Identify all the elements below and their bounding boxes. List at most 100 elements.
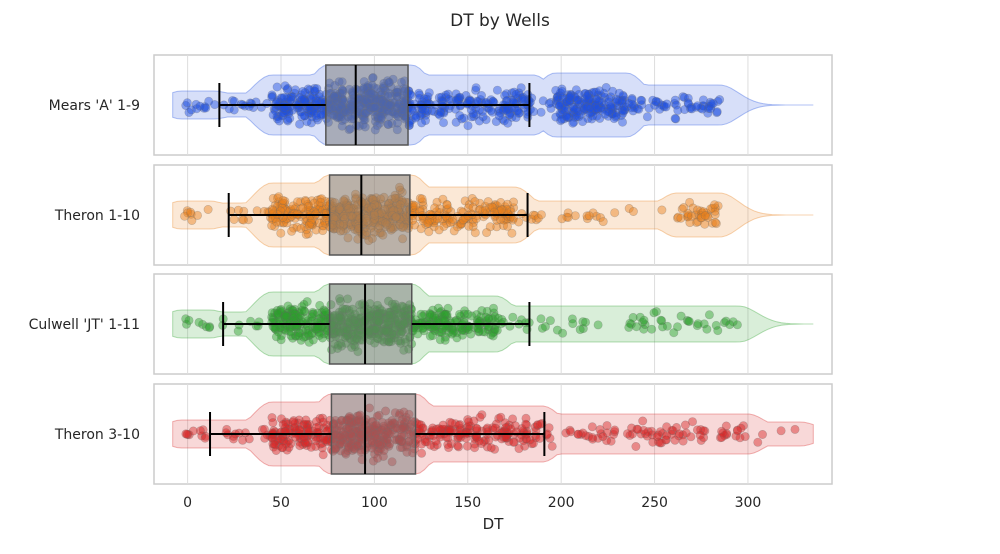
- iqr-box: [328, 174, 411, 256]
- data-point: [297, 302, 307, 312]
- data-point: [560, 101, 570, 111]
- data-point: [651, 97, 661, 107]
- data-point: [697, 104, 707, 114]
- data-point: [657, 316, 667, 326]
- data-point: [443, 204, 453, 214]
- data-point: [268, 110, 278, 120]
- data-point: [191, 99, 201, 109]
- data-point: [418, 197, 428, 207]
- data-point: [303, 423, 313, 433]
- data-point: [286, 95, 296, 105]
- data-point: [183, 429, 193, 439]
- data-point: [677, 204, 687, 214]
- data-point: [587, 114, 597, 124]
- data-point: [461, 91, 471, 101]
- data-point: [619, 102, 629, 112]
- data-point: [283, 115, 293, 125]
- data-point: [309, 86, 319, 96]
- data-point: [530, 211, 540, 221]
- data-point: [436, 327, 446, 337]
- data-point: [410, 110, 420, 120]
- data-point: [267, 90, 277, 100]
- data-point: [300, 195, 310, 205]
- data-point: [425, 310, 435, 320]
- data-point: [700, 211, 710, 221]
- data-point: [492, 222, 502, 232]
- data-point: [596, 91, 606, 101]
- data-point: [595, 113, 605, 123]
- data-point: [502, 205, 512, 215]
- data-point: [618, 92, 628, 102]
- data-point: [315, 194, 325, 204]
- data-point: [488, 328, 498, 338]
- data-point: [568, 102, 578, 112]
- data-point: [299, 299, 309, 309]
- data-point: [713, 201, 723, 211]
- data-point: [311, 416, 321, 426]
- data-point: [281, 205, 291, 215]
- data-point: [579, 97, 589, 107]
- data-point: [624, 322, 634, 332]
- data-point: [296, 335, 306, 345]
- data-point: [297, 305, 307, 315]
- data-point: [581, 105, 591, 115]
- data-point: [578, 428, 588, 438]
- data-point: [424, 215, 434, 225]
- data-point: [587, 98, 597, 108]
- data-point: [517, 93, 527, 103]
- data-point: [421, 110, 431, 120]
- data-point: [617, 105, 627, 115]
- data-point: [626, 103, 636, 113]
- data-point: [719, 318, 729, 328]
- data-point: [276, 93, 286, 103]
- data-point: [671, 100, 681, 110]
- data-point: [492, 85, 502, 95]
- data-point: [528, 210, 538, 220]
- data-point: [603, 111, 613, 121]
- data-point: [578, 106, 588, 116]
- data-point: [300, 306, 310, 316]
- data-point: [447, 325, 457, 335]
- data-point: [315, 413, 325, 423]
- data-point: [486, 106, 496, 116]
- data-point: [425, 309, 435, 319]
- data-point: [536, 314, 546, 324]
- data-point: [301, 197, 311, 207]
- data-point: [568, 319, 578, 329]
- data-point: [683, 210, 693, 220]
- data-point: [516, 83, 526, 93]
- data-point: [650, 100, 660, 110]
- data-point: [618, 108, 628, 118]
- data-point: [418, 216, 428, 226]
- data-point: [435, 107, 445, 117]
- data-point: [294, 307, 304, 317]
- data-point: [574, 112, 584, 122]
- data-point: [635, 312, 645, 322]
- data-point: [578, 324, 588, 334]
- data-point: [674, 429, 684, 439]
- data-point: [314, 89, 324, 99]
- data-point: [308, 91, 318, 101]
- data-point: [680, 420, 690, 430]
- data-point: [283, 301, 293, 311]
- data-point: [315, 300, 325, 310]
- data-point: [507, 112, 517, 122]
- data-point: [599, 88, 609, 98]
- data-point: [269, 439, 279, 449]
- data-point: [498, 114, 508, 124]
- data-point: [295, 328, 305, 338]
- data-point: [284, 436, 294, 446]
- data-point: [501, 431, 511, 441]
- data-point: [311, 108, 321, 118]
- data-point: [682, 315, 692, 325]
- x-tick-label: 100: [361, 495, 388, 511]
- data-point: [443, 89, 453, 99]
- data-point: [683, 93, 693, 103]
- data-point: [584, 93, 594, 103]
- data-point: [629, 101, 639, 111]
- data-point: [273, 310, 283, 320]
- data-point: [459, 309, 469, 319]
- data-point: [317, 438, 327, 448]
- data-point: [415, 110, 425, 120]
